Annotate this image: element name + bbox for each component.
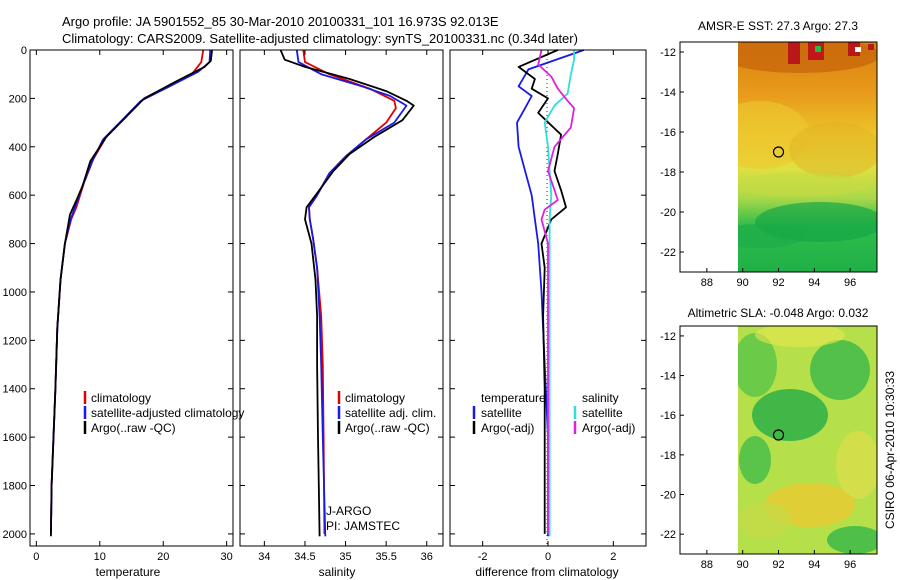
legend-label-sal-satellite: satellite — [582, 406, 623, 420]
temperature-series-satellite-adjusted-climatology — [50, 49, 212, 534]
legend-label-temp-argo: Argo(-adj) — [481, 421, 534, 435]
timestamp-note: CSIRO 06-Apr-2010 10:30:33 — [883, 371, 897, 529]
depth-tick-label: 400 — [9, 142, 27, 154]
depth-tick-label: 1600 — [3, 432, 27, 444]
difference-series-salinity-argo-adj — [537, 49, 575, 534]
sst_map-lon-tick-label: 88 — [701, 277, 713, 289]
depth-tick-label: 200 — [9, 93, 27, 105]
sla_map-lon-tick-label: 96 — [844, 559, 856, 571]
depth-tick-label: 800 — [9, 239, 27, 251]
sla_map-lat-tick-label: -18 — [660, 450, 676, 462]
temperature-xtick-label: 0 — [33, 551, 39, 563]
sst-field — [738, 42, 877, 272]
sst_map-lon-tick-label: 92 — [772, 277, 784, 289]
legend-label-climatology: climatology — [345, 391, 405, 405]
sst_map-lat-tick-label: -20 — [660, 207, 676, 219]
temperature-series-climatology — [50, 49, 205, 534]
legend-label-temp-satellite: satellite — [481, 406, 522, 420]
legend-label-sal-argo: Argo(-adj) — [582, 421, 635, 435]
sst-map-panel: AMSR-E SST: 27.3 Argo: 27.3 — [660, 19, 878, 289]
sst_map-lat-tick-label: -22 — [660, 247, 676, 259]
sla-field — [738, 326, 877, 554]
sla_map-lat-tick-label: -20 — [660, 490, 676, 502]
sst-argo-position-marker — [772, 146, 785, 158]
sla_map-lat-tick-label: -12 — [660, 331, 676, 343]
figure-title-line-2: Climatology: CARS2009. Satellite-adjuste… — [62, 31, 578, 46]
legend-label-argo: Argo(..raw -QC) — [345, 421, 430, 435]
difference-xtick-label: 2 — [610, 551, 616, 563]
sla-map-panel: Altimetric SLA: -0.048 Argo: 0.032 88 90 9… — [660, 306, 878, 571]
depth-tick-label: 2000 — [3, 529, 27, 541]
salinity-xlabel: salinity — [319, 565, 356, 579]
difference-xtick-label: -2 — [478, 551, 488, 563]
temperature-xtick-label: 10 — [94, 551, 106, 563]
salinity-series-argo-raw-qc — [279, 49, 415, 537]
legend-heading-salinity: salinity — [582, 391, 619, 405]
difference-legend: temperature salinity satellite satellite… — [472, 391, 635, 435]
depth-tick-label: 1800 — [3, 481, 27, 493]
temperature-axes-frame — [29, 49, 234, 547]
sla_map-lat-tick-label: -16 — [660, 410, 676, 422]
sla-map-title: Altimetric SLA: -0.048 Argo: 0.032 — [688, 306, 869, 320]
temperature-xlabel: temperature — [96, 565, 161, 579]
difference-series-temperature-argo-adj — [517, 49, 567, 534]
depth-tick-label: 1400 — [3, 384, 27, 396]
temperature-xtick-label: 30 — [221, 551, 233, 563]
legend-label-argo: Argo(..raw -QC) — [91, 421, 176, 435]
sla_map-lat-tick-label: -22 — [660, 529, 676, 541]
sst_map-lat-tick-label: -12 — [660, 47, 676, 59]
difference-panel: -2 0 2 difference from climatology tempera… — [449, 49, 647, 579]
sla_map-lon-tick-label: 92 — [772, 559, 784, 571]
sla_map-lon-tick-label: 94 — [808, 559, 820, 571]
salinity-xtick-label: 35 — [339, 551, 351, 563]
salinity-axes-frame — [239, 49, 444, 547]
sst_map-lat-tick-label: -18 — [660, 167, 676, 179]
depth-tick-label: 0 — [21, 45, 27, 57]
salinity-xtick-label: 35.5 — [375, 551, 396, 563]
salinity-legend: climatology satellite adj. clim. Argo(..… — [337, 391, 436, 435]
sst_map-lat-tick-label: -14 — [660, 87, 676, 99]
sst_map-lon-tick-label: 94 — [808, 277, 820, 289]
salinity-annotation-pi: PI: JAMSTEC — [326, 519, 400, 533]
sst_map-lat-tick-label: -16 — [660, 127, 676, 139]
salinity-panel: 34 34.5 35 35.5 36 salinity climatology sate… — [239, 49, 444, 579]
depth-tick-label: 1200 — [3, 335, 27, 347]
sst_map-lon-tick-label: 96 — [844, 277, 856, 289]
sst_map-lon-tick-label: 90 — [737, 277, 749, 289]
salinity-series-satellite-adj-clim — [295, 49, 408, 537]
temperature-legend: climatology satellite-adjusted climatolo… — [83, 391, 244, 435]
sla_map-lon-tick-label: 90 — [737, 559, 749, 571]
difference-series-salinity-satellite — [543, 50, 575, 537]
salinity-xtick-label: 36 — [421, 551, 433, 563]
depth-tick-label: 1000 — [3, 287, 27, 299]
legend-label-satellite: satellite-adjusted climatology — [91, 406, 244, 420]
difference-xlabel: difference from climatology — [475, 565, 618, 579]
legend-label-climatology: climatology — [91, 391, 151, 405]
difference-axes-frame — [449, 49, 647, 547]
sla_map-lat-tick-label: -14 — [660, 371, 676, 383]
sla_map-lon-tick-label: 88 — [701, 559, 713, 571]
salinity-xtick-label: 34.5 — [294, 551, 315, 563]
legend-label-satellite: satellite adj. clim. — [345, 406, 436, 420]
figure-title-line-1: Argo profile: JA 5901552_85 30-Mar-2010 … — [62, 14, 499, 29]
salinity-series-climatology — [302, 49, 397, 534]
salinity-xtick-label: 34 — [258, 551, 270, 563]
depth-tick-label: 600 — [9, 190, 27, 202]
sla-argo-position-marker — [772, 429, 785, 441]
salinity-annotation-program: J-ARGO — [326, 504, 371, 518]
sst-map-title: AMSR-E SST: 27.3 Argo: 27.3 — [698, 19, 858, 33]
temperature-series-argo-raw-qc — [50, 49, 213, 537]
temperature-panel: 0 10 20 30 0 200 400 600 800 1000 1200 1400 1600 1800… — [3, 45, 245, 579]
legend-heading-temperature: temperature — [481, 391, 546, 405]
difference-xtick-label: 0 — [545, 551, 551, 563]
temperature-xtick-label: 20 — [157, 551, 169, 563]
